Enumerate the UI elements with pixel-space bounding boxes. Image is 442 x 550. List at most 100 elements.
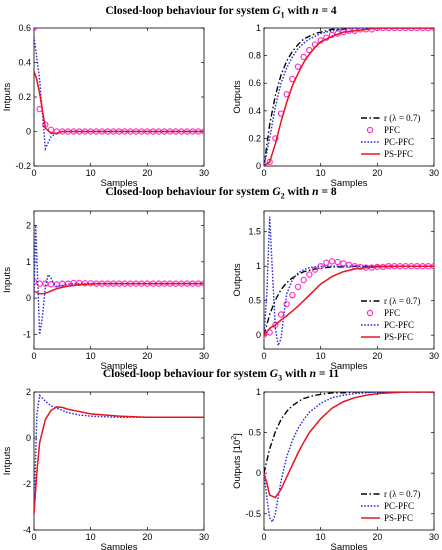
legend-label: PFC — [384, 125, 400, 135]
row-title-eq: = 4 — [318, 5, 337, 17]
y-tick-label: 0.6 — [248, 78, 261, 88]
row-title-mid: with — [284, 5, 313, 17]
x-tick-label: 30 — [199, 168, 209, 178]
data-point-pfc — [266, 158, 273, 166]
x-axis-label: Samples — [101, 178, 138, 189]
x-tick-label: 20 — [372, 351, 382, 361]
y-tick-label: 0 — [256, 161, 261, 171]
data-point-pfc — [34, 278, 38, 286]
data-point-pfc — [374, 28, 381, 32]
chart-g2-outputs: 0 10 20 30 0 0.5 1 1.5 Samples Outputs r (λ = 0.7)… — [232, 210, 439, 372]
x-axis-label: Samples — [101, 361, 138, 372]
data-point-pfc — [430, 28, 434, 32]
legend-label: PS-PFC — [384, 149, 413, 159]
x-axis-label: Samples — [101, 542, 138, 550]
x-tick-label: 10 — [86, 351, 96, 361]
y-tick-label: -0.5 — [245, 509, 261, 519]
x-tick-label: 20 — [142, 351, 152, 361]
y-tick-label: 0.6 — [18, 23, 31, 33]
legend-marker — [366, 126, 374, 134]
series-group — [34, 28, 204, 152]
data-point-pfc — [419, 28, 426, 32]
y-tick-label: -0.2 — [15, 161, 31, 171]
y-tick-label: -1 — [23, 329, 31, 339]
x-tick-label: 0 — [31, 168, 36, 178]
x-tick-label: 0 — [31, 351, 36, 361]
y-tick-label: 0.2 — [18, 92, 31, 102]
y-tick-label: 1.5 — [248, 227, 261, 237]
data-point-pfc — [408, 28, 415, 32]
legend-label: r (λ = 0.7) — [384, 113, 420, 123]
legend: r (λ = 0.7) PFC PC-PFC PS-PFC — [358, 293, 431, 345]
data-point-pfc — [323, 259, 330, 266]
y-tick-label: 0.5 — [248, 428, 261, 438]
legend-label: r (λ = 0.7) — [384, 489, 420, 499]
series-line-r-0-7- — [264, 28, 434, 166]
n-symbol: n — [312, 186, 319, 198]
series-line-ps-pfc — [264, 265, 434, 336]
y-tick-label: -4 — [23, 525, 31, 535]
x-tick-label: 10 — [316, 351, 326, 361]
y-axis-label: Outputs — [232, 80, 243, 114]
data-point-pfc — [306, 271, 313, 278]
x-tick-label: 10 — [316, 532, 326, 542]
y-tick-label: 0 — [256, 330, 261, 340]
data-point-pfc — [385, 28, 392, 32]
y-tick-label: 1 — [26, 257, 31, 267]
data-point-pfc — [425, 28, 432, 32]
y-axis-label: Inputs — [2, 267, 13, 293]
y-tick-label: 0.4 — [248, 106, 261, 116]
data-point-pfc — [283, 300, 290, 308]
n-symbol: n — [309, 368, 316, 380]
row-title-mid: with — [284, 186, 313, 198]
legend-label: PC-PFC — [384, 501, 414, 511]
row-title-g3: Closed-loop behaviour for system G3 with… — [0, 368, 442, 382]
x-axis-label: Samples — [331, 178, 368, 189]
series-line-ps-pfc — [264, 28, 434, 166]
series-line-ps-pfc — [264, 392, 434, 499]
series-line-pc-pfc — [34, 225, 204, 335]
row-title-prefix: Closed-loop behaviour for system — [105, 5, 273, 17]
x-tick-label: 30 — [199, 351, 209, 361]
series-group — [264, 216, 434, 349]
data-point-pfc — [289, 291, 296, 299]
legend-label: PS-PFC — [384, 332, 413, 342]
y-tick-label: 0.8 — [248, 51, 261, 61]
x-tick-label: 30 — [199, 532, 209, 542]
legend-marker — [366, 309, 374, 317]
data-point-pfc — [300, 53, 307, 61]
x-tick-label: 0 — [261, 168, 266, 178]
data-point-pfc — [391, 28, 398, 32]
system-subscript: 3 — [278, 373, 283, 383]
data-point-pfc — [345, 261, 353, 269]
x-tick-label: 20 — [142, 168, 152, 178]
y-tick-label: 0 — [26, 293, 31, 303]
data-point-pfc — [402, 28, 409, 32]
y-axis-label: Intputs — [2, 446, 13, 475]
data-point-pfc — [294, 63, 302, 70]
y-tick-label: 0 — [256, 468, 261, 478]
system-symbol: G — [269, 368, 279, 380]
row-title-mid: with — [282, 368, 310, 380]
plot-frame — [33, 27, 205, 167]
y-tick-label: 0.2 — [248, 133, 261, 143]
series-line-ps-pfc — [34, 406, 204, 514]
legend: r (λ = 0.7) PFC PC-PFC PS-PFC — [358, 110, 431, 162]
data-point-pfc — [396, 28, 404, 32]
x-tick-label: 0 — [31, 532, 36, 542]
data-point-pfc — [300, 276, 307, 284]
series-group — [34, 225, 204, 335]
y-axis-label: Outputs [102] — [231, 433, 243, 489]
y-tick-label: 1 — [256, 387, 261, 397]
x-tick-label: 30 — [429, 351, 439, 361]
system-subscript: 2 — [280, 191, 285, 201]
series-line-ps-pfc — [34, 282, 204, 295]
chart-g3-inputs: 0 10 20 30 -4 -2 0 2 Samples Intputs — [2, 387, 209, 550]
x-tick-label: 0 — [261, 532, 266, 542]
x-tick-label: 20 — [372, 168, 382, 178]
x-tick-label: 20 — [142, 532, 152, 542]
y-tick-label: 1 — [256, 261, 261, 271]
plot-frame — [33, 391, 205, 531]
